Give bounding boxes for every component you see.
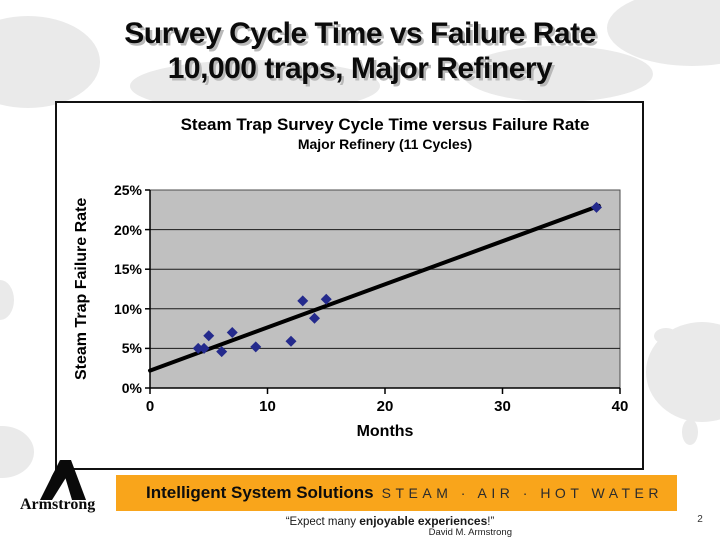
banner-slogan: Intelligent System Solutions (146, 483, 374, 502)
armstrong-logo-text: Armstrong (20, 496, 96, 513)
data-point (591, 201, 602, 213)
x-tick-label: 20 (376, 398, 394, 415)
quote-bold: enjoyable experiences (359, 514, 488, 528)
data-point (285, 335, 297, 347)
data-point (192, 342, 204, 354)
plot-area (149, 189, 621, 389)
data-point (216, 346, 228, 358)
quote-suffix: !” (487, 516, 495, 528)
y-tick-label: 20% (113, 221, 142, 238)
footer-banner: Intelligent System Solutions STEAM · AIR… (116, 475, 677, 511)
slide-title: Survey Cycle Time vs Failure Rate 10,000… (0, 16, 720, 86)
y-tick-label: 5% (121, 340, 142, 357)
data-point (203, 330, 215, 342)
x-axis-title: Months (356, 423, 414, 440)
trend-line (148, 203, 601, 373)
y-tick-label: 0% (121, 380, 142, 396)
slide-title-line1: Survey Cycle Time vs Failure Rate (124, 17, 596, 50)
y-tick-label: 10% (113, 300, 142, 317)
armstrong-logo-icon (40, 460, 86, 500)
chart-subtitle: Major Refinery (11 Cycles) (297, 136, 473, 152)
data-point (198, 342, 210, 354)
footer-quote: “Expect many enjoyable experiences!” (190, 514, 590, 528)
footer-byline: David M. Armstrong (428, 527, 512, 538)
quote-prefix: “Expect many (285, 516, 360, 528)
x-tick-label: 10 (259, 398, 276, 415)
data-point (226, 327, 238, 339)
x-tick-label: 40 (611, 398, 629, 415)
data-point (309, 312, 320, 324)
slide-title-line2: 10,000 traps, Major Refinery (167, 52, 553, 85)
chart-frame: Steam Trap Survey Cycle Time versus Fail… (55, 101, 644, 470)
page-number: 2 (697, 514, 703, 525)
x-tick-label: 30 (494, 398, 511, 415)
banner-media-list: STEAM · AIR · HOT WATER (381, 485, 663, 501)
data-point (320, 293, 332, 305)
data-point (297, 295, 309, 307)
data-point (250, 341, 262, 353)
y-tick-label: 15% (113, 261, 142, 278)
scatter-plot (145, 189, 621, 394)
x-tick-label: 0 (145, 398, 155, 415)
chart-title: Steam Trap Survey Cycle Time versus Fail… (180, 115, 590, 134)
y-tick-label: 25% (113, 182, 142, 198)
